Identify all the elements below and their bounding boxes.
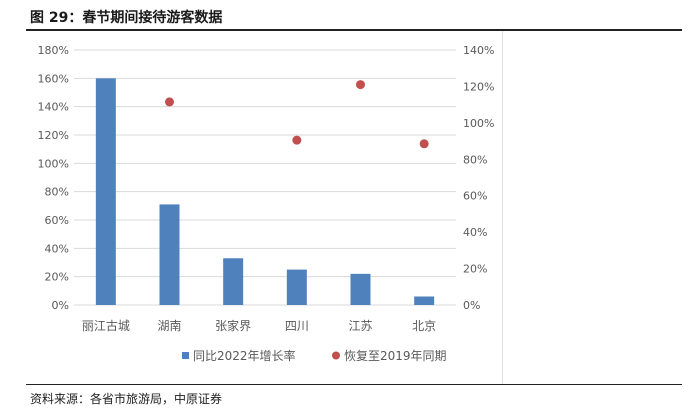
right-tick-label: 120% bbox=[463, 80, 494, 93]
right-tick-label: 140% bbox=[463, 44, 494, 57]
title-divider bbox=[26, 29, 682, 31]
left-tick-label: 100% bbox=[38, 157, 69, 170]
source-note: 资料来源：各省市旅游局，中原证券 bbox=[30, 392, 223, 406]
right-tick-label: 40% bbox=[463, 226, 487, 239]
left-tick-label: 180% bbox=[38, 44, 69, 57]
legend-dot-label: 恢复至2019年同期 bbox=[344, 349, 447, 363]
legend-dot-swatch bbox=[332, 351, 340, 360]
chart-frame bbox=[26, 31, 503, 384]
scatter-point bbox=[356, 80, 365, 90]
category-label: 丽江古城 bbox=[82, 318, 130, 333]
bar bbox=[414, 296, 435, 305]
bar bbox=[223, 258, 244, 305]
legend-bar-label: 同比2022年增长率 bbox=[193, 348, 296, 363]
right-tick-label: 80% bbox=[463, 153, 487, 166]
category-label: 湖南 bbox=[157, 318, 181, 333]
bar bbox=[159, 204, 180, 305]
left-tick-label: 40% bbox=[45, 242, 69, 255]
right-tick-label: 60% bbox=[463, 190, 487, 203]
category-label: 张家界 bbox=[215, 318, 251, 333]
left-tick-label: 140% bbox=[38, 101, 69, 114]
category-label: 北京 bbox=[412, 319, 436, 333]
bar bbox=[286, 269, 307, 305]
category-label: 四川 bbox=[285, 319, 309, 333]
bar bbox=[95, 78, 116, 305]
category-label: 江苏 bbox=[348, 319, 372, 333]
left-tick-label: 80% bbox=[45, 186, 69, 199]
right-tick-label: 100% bbox=[463, 117, 494, 130]
scatter-point bbox=[292, 135, 302, 145]
left-tick-label: 0% bbox=[52, 299, 69, 312]
left-tick-label: 120% bbox=[38, 129, 69, 142]
scatter-point bbox=[419, 139, 429, 149]
figure-title: 图 29：春节期间接待游客数据 bbox=[30, 10, 223, 26]
scatter-point bbox=[165, 97, 174, 107]
source-divider bbox=[26, 384, 682, 385]
right-tick-label: 0% bbox=[463, 299, 480, 312]
left-tick-label: 160% bbox=[38, 72, 69, 85]
left-tick-label: 60% bbox=[45, 214, 69, 227]
right-tick-label: 20% bbox=[463, 263, 487, 276]
left-tick-label: 20% bbox=[45, 271, 69, 284]
bar bbox=[350, 273, 371, 305]
legend-bar-swatch bbox=[182, 352, 189, 359]
